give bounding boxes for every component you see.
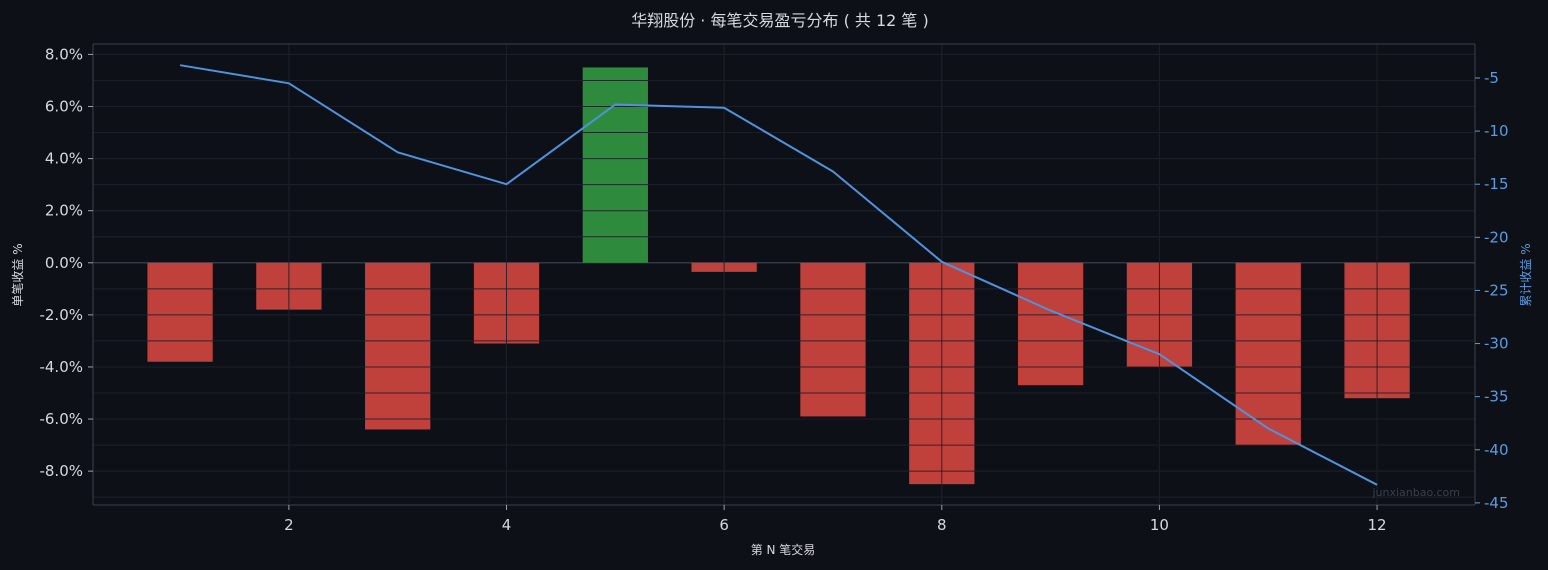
y2-tick-label: -20 xyxy=(1484,228,1509,246)
y-tick-label: -4.0% xyxy=(39,358,83,376)
y2-tick-label: -25 xyxy=(1484,281,1509,299)
chart-title: 华翔股份 · 每笔交易盈亏分布 ( 共 12 笔 ) xyxy=(631,11,929,30)
cumulative-line-layer xyxy=(179,64,1378,486)
y-tick-label: -2.0% xyxy=(39,306,83,324)
x-tick-label: 2 xyxy=(284,516,294,534)
y-axis-label: 单笔收益 % xyxy=(10,243,25,306)
x-tick-label: 12 xyxy=(1368,516,1387,534)
y2-tick-label: -15 xyxy=(1484,175,1509,193)
x-tick-label: 8 xyxy=(937,516,947,534)
y-tick-label: 2.0% xyxy=(45,202,83,220)
y2-tick-label: -35 xyxy=(1484,388,1509,406)
y-tick-label: 6.0% xyxy=(45,98,83,116)
ticks: 8.0% 6.0% 4.0% 2.0% 0.0% -2.0% -4.0% -6.0% -8.0%… xyxy=(39,45,1508,534)
axes xyxy=(92,43,1476,506)
watermark: junxianbao.com xyxy=(1371,486,1460,499)
y2-tick-label: -30 xyxy=(1484,335,1509,353)
x-tick-label: 4 xyxy=(502,516,512,534)
grid-overlay xyxy=(93,44,1475,505)
y-tick-label: -6.0% xyxy=(39,410,83,428)
x-axis-label: 第 N 笔交易 xyxy=(751,542,816,557)
bar-trade-3 xyxy=(365,262,431,430)
cumulative-return-line xyxy=(179,64,1378,486)
y-tick-label: 8.0% xyxy=(45,45,83,63)
bar-trade-5 xyxy=(582,67,648,263)
y2-tick-label: -45 xyxy=(1484,494,1509,512)
x-tick-label: 10 xyxy=(1150,516,1169,534)
y2-axis-label: 累计收益 % xyxy=(1519,243,1533,306)
x-tick-label: 6 xyxy=(719,516,729,534)
bar-trade-11 xyxy=(1235,262,1301,446)
y2-tick-label: -10 xyxy=(1484,122,1509,140)
y2-tick-label: -5 xyxy=(1484,69,1499,87)
y-tick-label: 0.0% xyxy=(45,254,83,272)
bars xyxy=(147,67,1410,485)
y-tick-label: -8.0% xyxy=(39,462,83,480)
bar-trade-9 xyxy=(1017,262,1084,386)
y2-tick-label: -40 xyxy=(1484,441,1509,459)
y-tick-label: 4.0% xyxy=(45,150,83,168)
bar-trade-1 xyxy=(147,262,213,362)
